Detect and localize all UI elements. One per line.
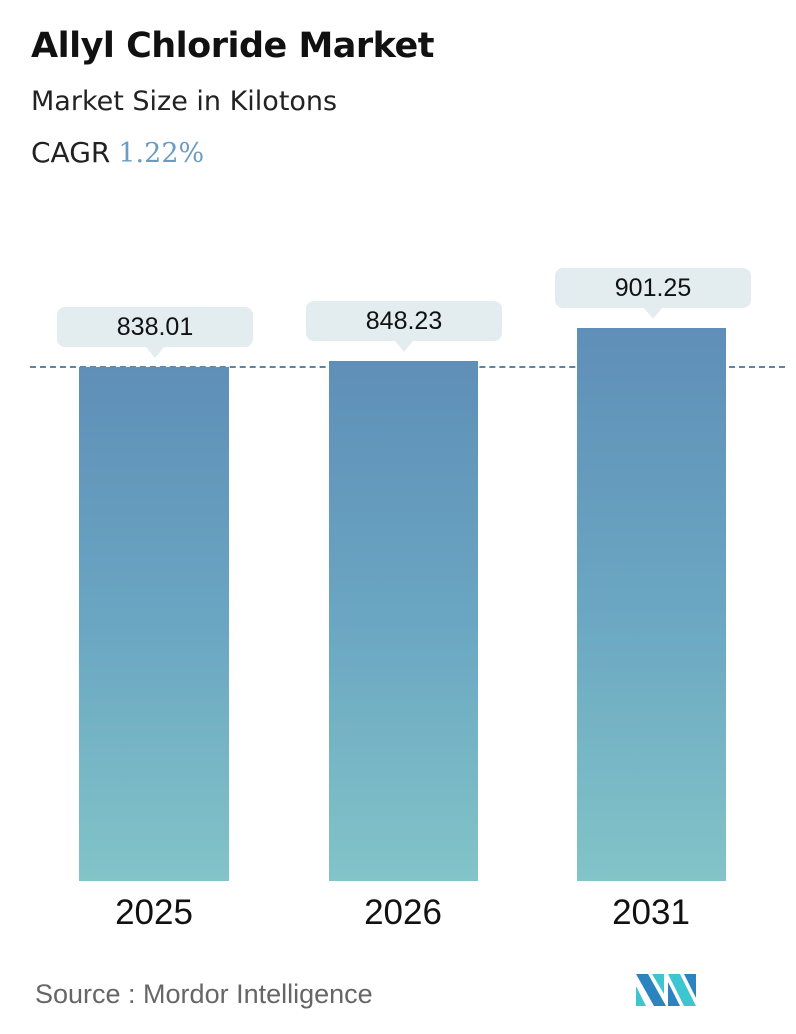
source-text: Source : Mordor Intelligence: [35, 979, 373, 1009]
bar-2026: [329, 361, 478, 881]
value-bubble-2031: 901.25: [555, 268, 751, 319]
value-bubble-2025: 838.01: [57, 307, 253, 358]
cagr-text: CAGR 1.22%: [31, 136, 204, 169]
chart-subtitle: Market Size in Kilotons: [31, 86, 338, 117]
chart-title: Allyl Chloride Market: [31, 26, 434, 66]
bar-2031: [577, 328, 726, 881]
mordor-intelligence-logo-icon: [636, 974, 696, 1006]
value-bubble-2026: 848.23: [306, 301, 502, 352]
bar-2025: [79, 367, 229, 881]
cagr-value: 1.22%: [118, 138, 205, 169]
cagr-label: CAGR: [31, 136, 111, 169]
x-label-2031: 2031: [612, 893, 690, 932]
x-label-2026: 2026: [364, 893, 442, 932]
x-label-2025: 2025: [115, 893, 193, 932]
